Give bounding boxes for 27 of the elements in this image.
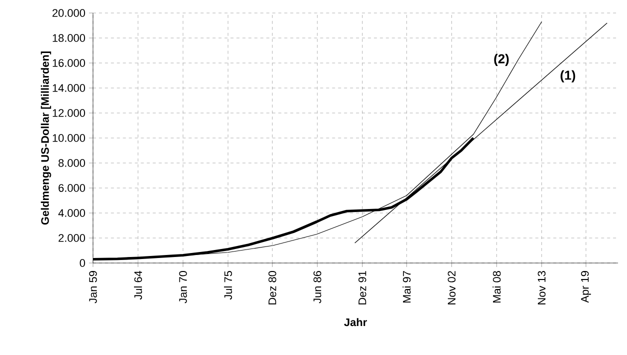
x-tick-label: Mai 08: [492, 271, 501, 303]
x-tick-label: Jan 70: [179, 270, 187, 304]
y-tick-label: 6.000: [58, 184, 86, 192]
x-tick-label: Jul 64: [134, 270, 142, 300]
x-tick-label: Mai 97: [402, 271, 411, 303]
x-tick-label: Jan 59: [89, 271, 97, 304]
x-tick-label: Nov 02: [448, 271, 456, 304]
x-tick-label: Jun 86: [313, 271, 322, 304]
x-tick-label: Dez 91: [358, 271, 366, 304]
y-axis-title: Geldmenge US-Dollar [Milliarden]: [40, 52, 52, 225]
y-tick-label: 18.000: [52, 34, 86, 42]
y-tick-label: 12.000: [52, 109, 86, 117]
y-tick-label: 16.000: [52, 59, 86, 67]
x-tick-label: Apr 19: [581, 271, 591, 303]
series-label: (2): [494, 54, 509, 66]
x-tick-label: Nov 13: [538, 271, 546, 304]
series-label: (1): [560, 70, 576, 82]
x-tick-label: Jul 75: [224, 271, 232, 300]
x-tick-label: Dez 80: [268, 270, 276, 304]
y-tick-label: 20.000: [52, 9, 86, 17]
y-tick-label: 4.000: [58, 209, 86, 217]
x-axis-title: Jahr: [344, 318, 367, 326]
y-tick-label: 2.000: [58, 234, 86, 242]
y-tick-label: 10.000: [52, 134, 86, 142]
y-tick-label: 14.000: [52, 84, 86, 92]
y-tick-label: 0: [80, 259, 86, 267]
y-tick-label: 8.000: [58, 159, 86, 167]
